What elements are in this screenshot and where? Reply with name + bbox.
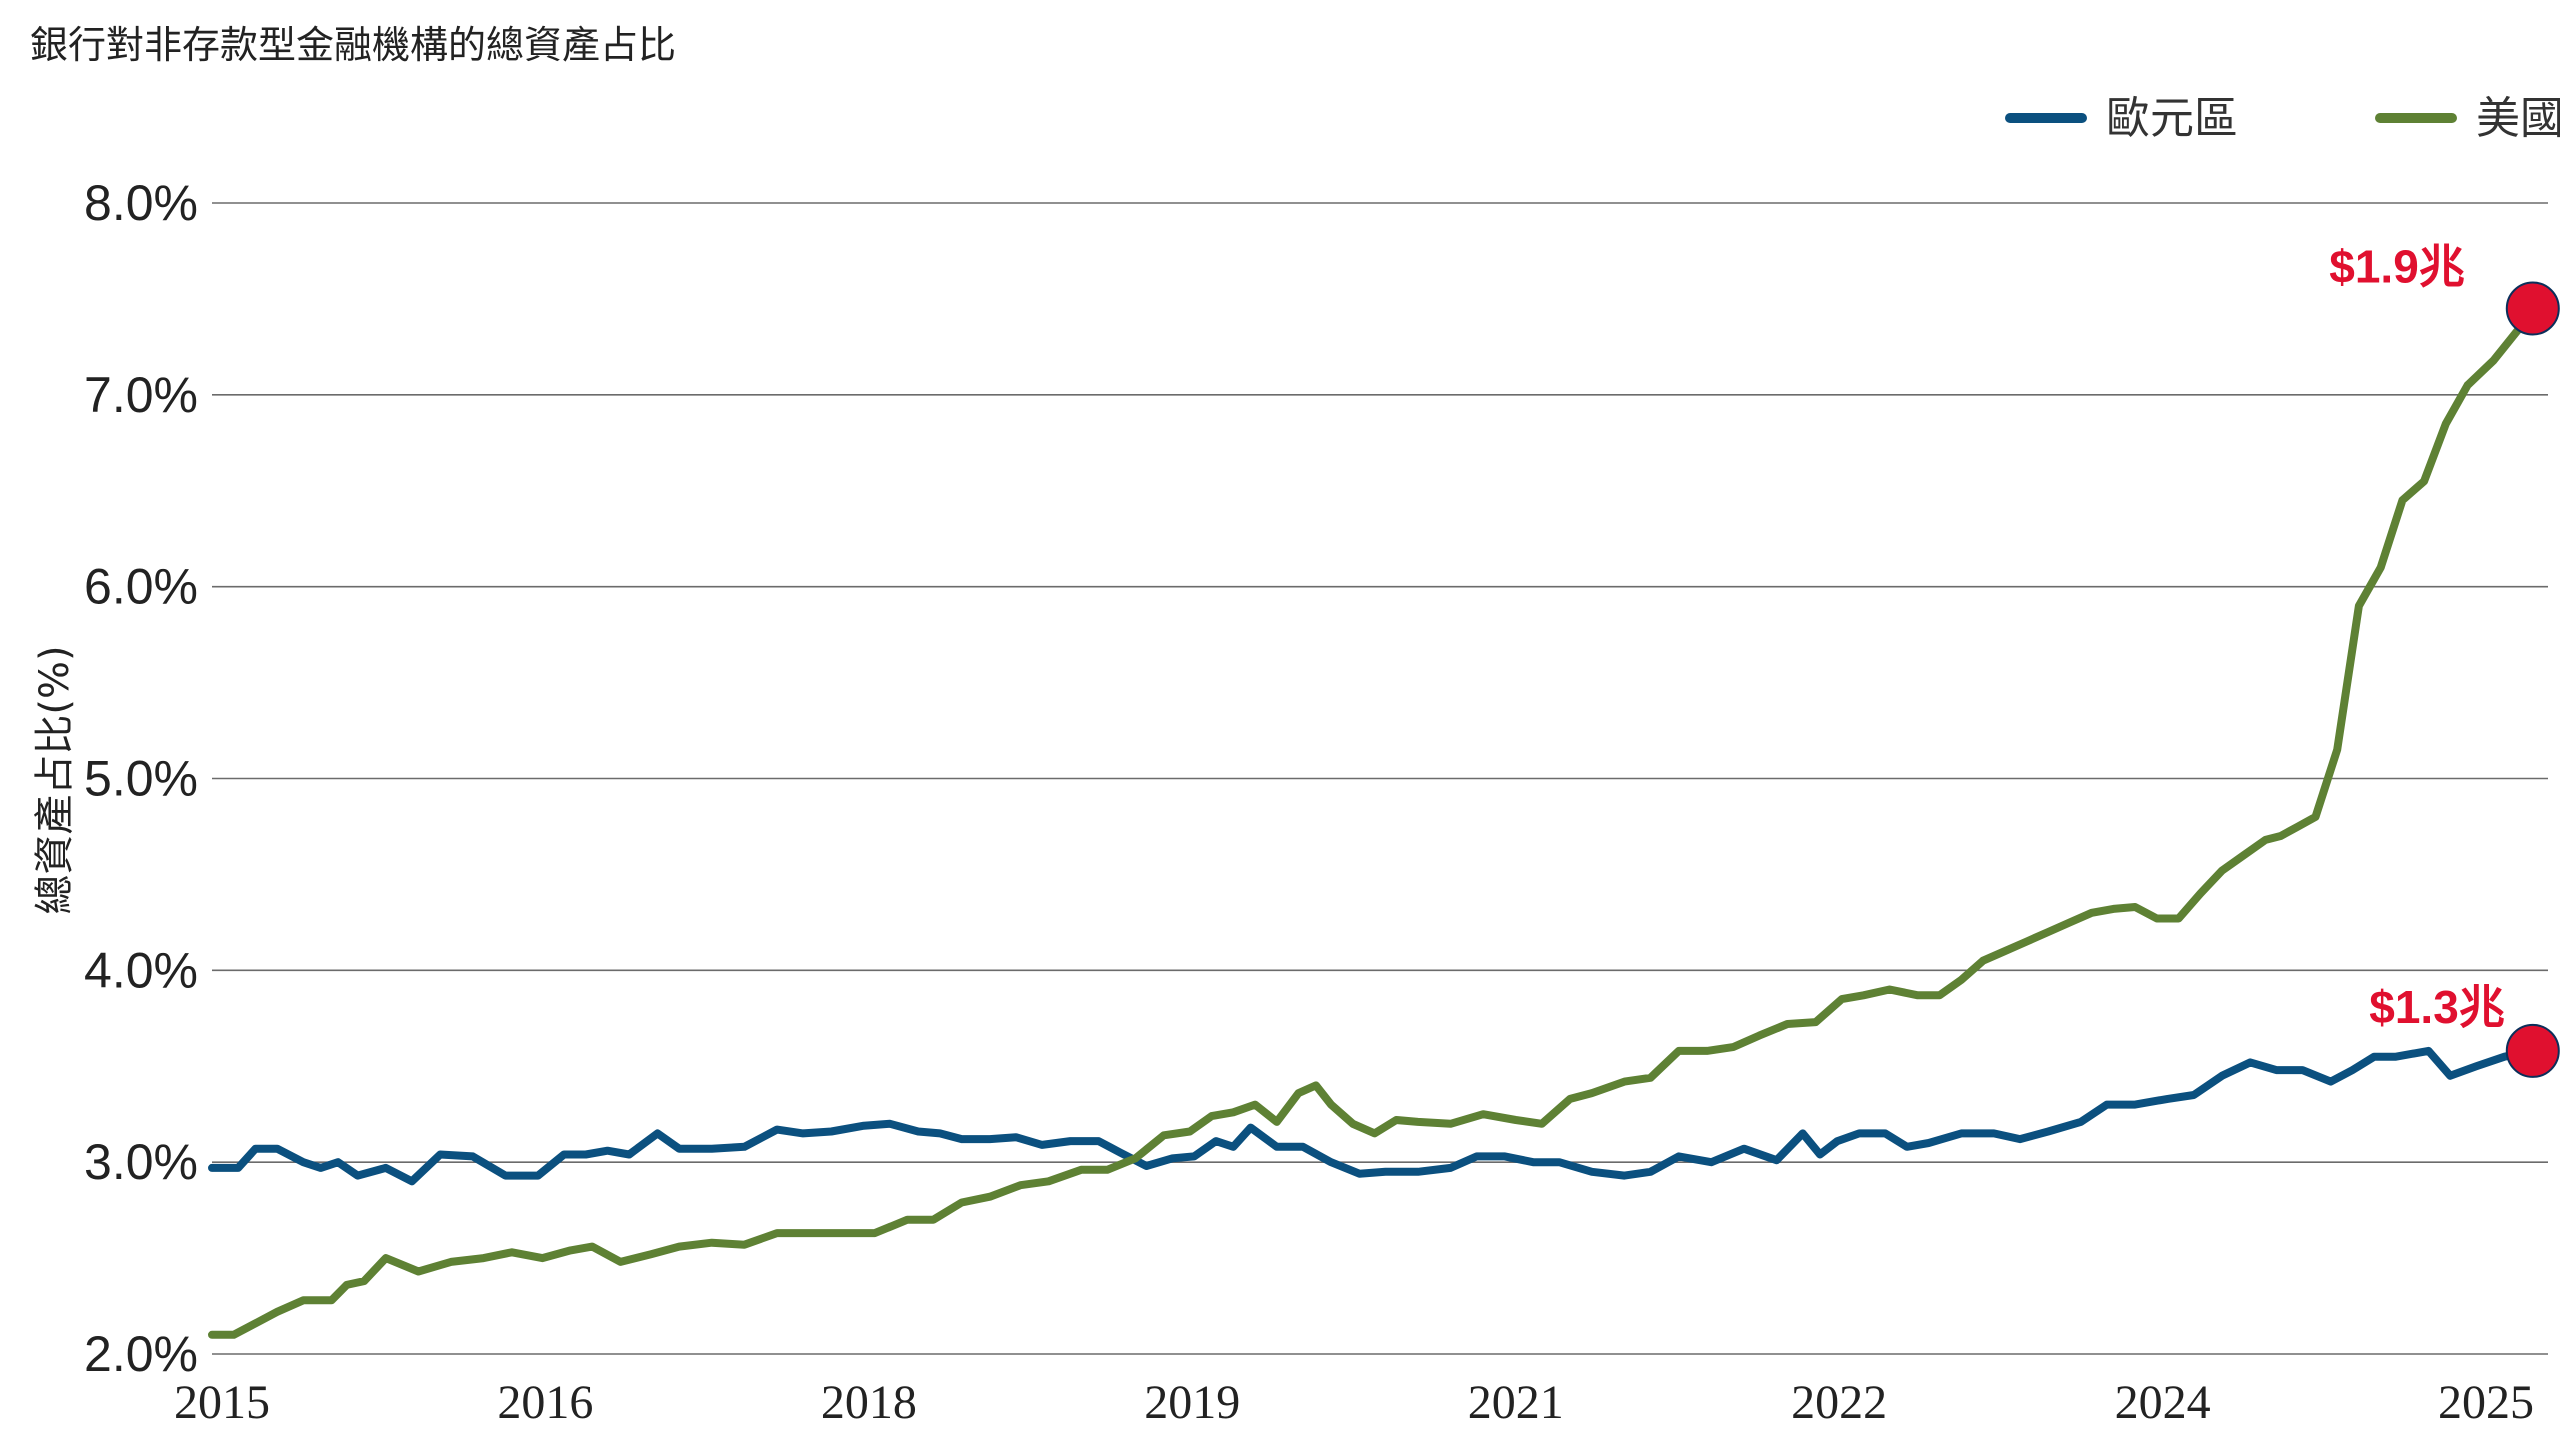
y-tick-label: 8.0% (84, 175, 198, 231)
x-tick-label: 2024 (2115, 1376, 2211, 1429)
x-tick-label: 2016 (497, 1376, 593, 1429)
x-tick-label: 2021 (1468, 1376, 1564, 1429)
x-tick-label: 2022 (1791, 1376, 1887, 1429)
x-axis-ticks: 2015 2016 2018 2019 2021 2022 2024 2025 (174, 1376, 2534, 1429)
y-tick-label: 7.0% (84, 367, 198, 423)
y-tick-label: 2.0% (84, 1326, 198, 1382)
end-value-annotation: $1.9兆 (2329, 241, 2465, 293)
legend-label: 美國 (2476, 93, 2560, 144)
chart-title: 銀行對非存款型金融機構的總資產占比 (30, 23, 676, 67)
y-axis-ticks: 2.0% 3.0% 4.0% 5.0% 6.0% 7.0% 8.0% (84, 175, 198, 1382)
y-tick-label: 5.0% (84, 751, 198, 807)
end-point-marker (2505, 281, 2560, 336)
series-line (208, 1046, 2537, 1186)
end-point-marker (2505, 1023, 2560, 1078)
legend-label: 歐元區 (2106, 93, 2238, 144)
series-group: $1.3兆 $1.9兆 (208, 241, 2560, 1339)
x-tick-label: 2018 (821, 1376, 917, 1429)
y-axis-label: 總資產占比(%) (32, 645, 78, 914)
y-tick-label: 3.0% (84, 1134, 198, 1190)
y-tick-label: 4.0% (84, 942, 198, 998)
grid (212, 202, 2548, 1355)
x-tick-label: 2019 (1144, 1376, 1240, 1429)
y-tick-label: 6.0% (84, 559, 198, 615)
legend: 歐元區 美國 (2005, 93, 2560, 144)
x-tick-label: 2025 (2438, 1376, 2534, 1429)
end-value-annotation: $1.3兆 (2369, 981, 2505, 1033)
series-line (208, 304, 2537, 1339)
x-tick-label: 2015 (174, 1376, 270, 1429)
